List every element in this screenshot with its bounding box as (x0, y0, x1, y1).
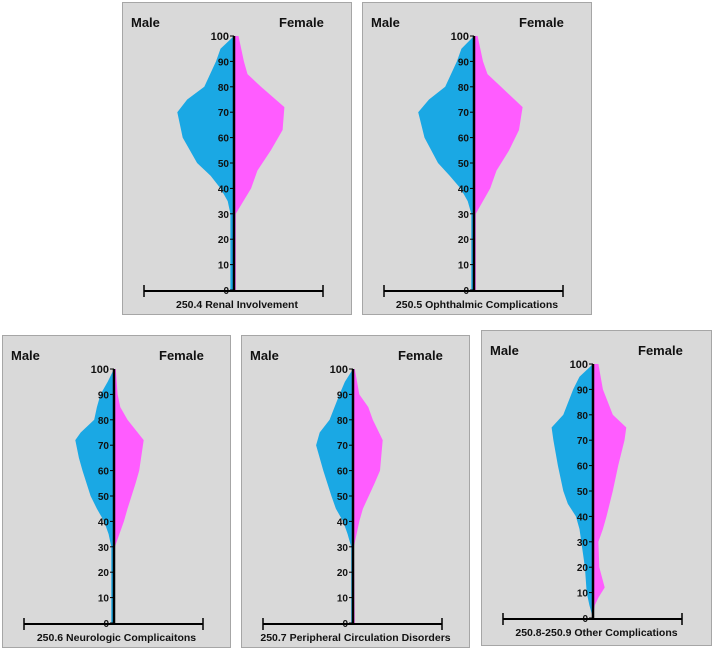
pyramid-plot: 0102030405060708090100 (502, 359, 683, 625)
male-label: Male (131, 15, 160, 30)
y-tick-label: 100 (91, 364, 109, 376)
chart-title: 250.7 Peripheral Circulation Disorders (260, 632, 451, 644)
y-tick-label: 90 (577, 385, 589, 396)
y-tick-label: 40 (458, 184, 470, 195)
y-tick-label: 20 (218, 235, 230, 246)
y-tick-label: 10 (577, 589, 589, 600)
female-area (593, 364, 627, 618)
pyramid-plot: 0102030405060708090100 (23, 364, 204, 630)
y-tick-label: 60 (98, 467, 110, 478)
y-tick-label: 10 (458, 261, 470, 272)
y-tick-label: 60 (577, 462, 589, 473)
y-tick-label: 90 (98, 390, 110, 401)
y-tick-label: 80 (218, 83, 230, 94)
y-tick-label: 60 (458, 134, 470, 145)
y-tick-label: 100 (570, 359, 588, 371)
female-area (353, 369, 383, 623)
y-tick-label: 80 (337, 416, 349, 427)
male-area (551, 364, 593, 618)
male-area (316, 369, 353, 623)
y-tick-label: 70 (337, 441, 349, 452)
y-tick-label: 70 (458, 108, 470, 119)
female-area (114, 369, 144, 623)
chart-panel-neurologic: 0102030405060708090100MaleFemale250.6 Ne… (2, 335, 231, 648)
y-tick-label: 80 (458, 83, 470, 94)
pyramid-plot: 0102030405060708090100 (383, 31, 564, 297)
y-tick-label: 100 (211, 31, 229, 43)
y-tick-label: 40 (337, 517, 349, 528)
chart-title: 250.8-250.9 Other Complications (515, 627, 678, 639)
y-tick-label: 20 (458, 235, 470, 246)
y-tick-label: 10 (337, 594, 349, 605)
y-tick-label: 20 (98, 568, 110, 579)
chart-title: 250.6 Neurologic Complicaitons (36, 632, 197, 644)
y-tick-label: 100 (451, 31, 469, 43)
y-tick-label: 60 (218, 134, 230, 145)
male-area (418, 36, 474, 290)
chart-panel-ophthalmic: 0102030405060708090100MaleFemale250.5 Op… (362, 2, 592, 315)
chart-panel-peripheral: 0102030405060708090100MaleFemale250.7 Pe… (241, 335, 470, 648)
y-tick-label: 80 (98, 416, 110, 427)
chart-title: 250.4 Renal Involvement (176, 299, 298, 311)
y-tick-label: 70 (218, 108, 230, 119)
chart-title: 250.5 Ophthalmic Complications (395, 299, 559, 311)
y-tick-label: 20 (337, 568, 349, 579)
male-area (177, 36, 234, 290)
y-tick-label: 50 (98, 492, 110, 503)
pyramid-plot: 0102030405060708090100 (143, 31, 324, 297)
female-label: Female (279, 15, 324, 30)
y-tick-label: 30 (458, 210, 470, 221)
y-tick-label: 100 (330, 364, 348, 376)
female-label: Female (519, 15, 564, 30)
y-tick-label: 50 (218, 159, 230, 170)
y-tick-label: 50 (458, 159, 470, 170)
female-label: Female (159, 348, 204, 363)
y-tick-label: 80 (577, 411, 589, 422)
female-label: Female (638, 343, 683, 358)
y-tick-label: 60 (337, 467, 349, 478)
y-tick-label: 40 (98, 517, 110, 528)
y-tick-label: 90 (458, 57, 470, 68)
female-area (234, 36, 285, 290)
y-tick-label: 90 (337, 390, 349, 401)
y-tick-label: 30 (218, 210, 230, 221)
female-area (474, 36, 523, 290)
y-tick-label: 50 (337, 492, 349, 503)
y-tick-label: 40 (577, 512, 589, 523)
y-tick-label: 10 (98, 594, 110, 605)
male-area (75, 369, 114, 623)
y-tick-label: 90 (218, 57, 230, 68)
pyramid-plot: 0102030405060708090100 (262, 364, 443, 630)
y-tick-label: 30 (577, 538, 589, 549)
y-tick-label: 70 (98, 441, 110, 452)
y-tick-label: 30 (337, 543, 349, 554)
male-label: Male (490, 343, 519, 358)
y-tick-label: 20 (577, 563, 589, 574)
chart-panel-other: 0102030405060708090100MaleFemale250.8-25… (481, 330, 712, 646)
y-tick-label: 50 (577, 487, 589, 498)
male-label: Male (250, 348, 279, 363)
y-tick-label: 10 (218, 261, 230, 272)
y-tick-label: 30 (98, 543, 110, 554)
chart-panel-renal: 0102030405060708090100MaleFemale250.4 Re… (122, 2, 352, 315)
y-tick-label: 70 (577, 436, 589, 447)
male-label: Male (371, 15, 400, 30)
male-label: Male (11, 348, 40, 363)
female-label: Female (398, 348, 443, 363)
y-tick-label: 40 (218, 184, 230, 195)
